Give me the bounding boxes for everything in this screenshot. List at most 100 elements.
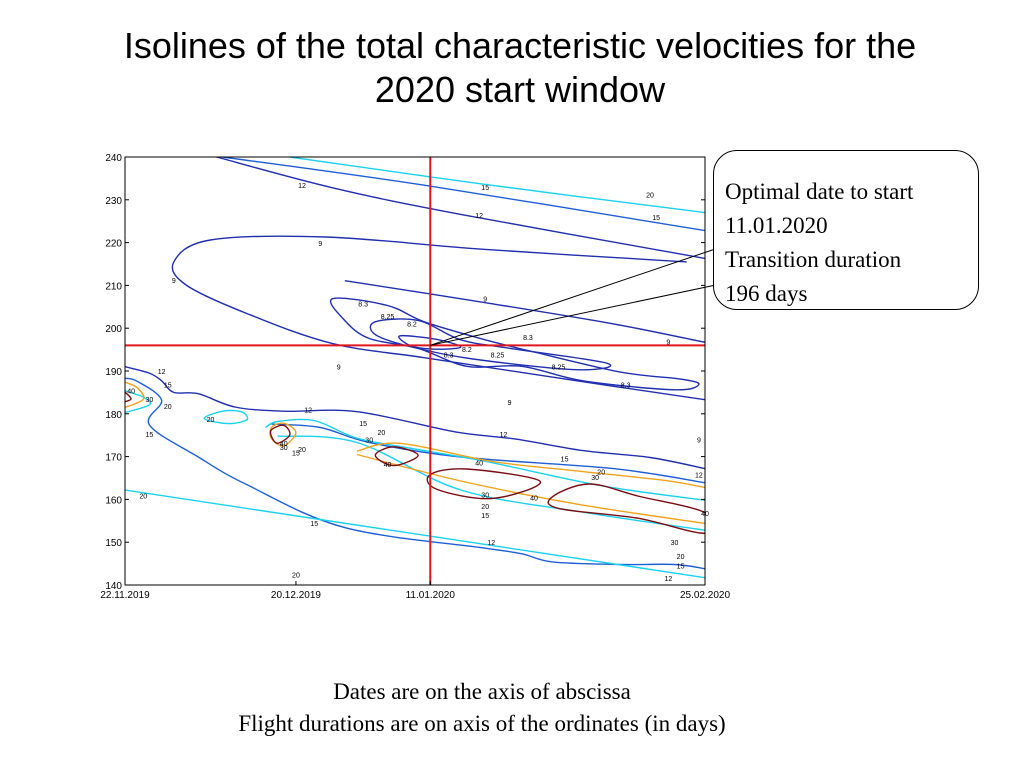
- y-tick-label: 150: [105, 538, 122, 549]
- callout-leader-layer: [430, 243, 731, 346]
- y-tick-label: 180: [105, 410, 122, 421]
- y-tick-label: 220: [105, 239, 122, 250]
- callout-line-3: Transition duration: [725, 247, 902, 272]
- contour-level-label: 20: [298, 447, 306, 454]
- contour-level-label: 12: [158, 369, 166, 376]
- callout-leader-line: [430, 243, 731, 346]
- contour-level-label: 20: [646, 193, 654, 200]
- contour-line-15: [125, 377, 705, 570]
- contour-level-label: 8.3: [358, 301, 368, 308]
- contour-level-label: 12: [298, 183, 306, 190]
- contour-line-8-3: [329, 297, 700, 391]
- title-line-1: Isolines of the total characteristic vel…: [123, 25, 917, 66]
- contour-line-12: [125, 366, 705, 470]
- contour-level-label: 9: [483, 297, 487, 304]
- contour-line-20: [203, 409, 249, 425]
- contour-level-label: 8.25: [381, 314, 395, 321]
- x-tick-label: 22.11.2019: [100, 590, 150, 601]
- axes-layer: 140 150 160 170 180 190 200 210 220 230 240 22.11.2…: [100, 153, 730, 601]
- contour-level-label: 40: [530, 496, 538, 503]
- contour-line-40: [547, 483, 705, 534]
- contour-level-label: 30: [280, 445, 288, 452]
- contour-level-label: 15: [146, 432, 154, 439]
- contour-line-12: [216, 157, 705, 260]
- contour-level-label: 20: [378, 430, 386, 437]
- contour-level-label: 12: [487, 540, 495, 547]
- contour-level-label: 12: [695, 473, 703, 480]
- y-tick-label: 160: [105, 495, 122, 506]
- callout-leader-line: [430, 281, 731, 346]
- y-tick-label: 200: [105, 324, 122, 335]
- contour-level-label: 8.2: [462, 347, 472, 354]
- contour-level-label: 40: [384, 462, 392, 469]
- callout-line-2: 11.01.2020: [725, 213, 828, 238]
- contour-line-30: [356, 442, 705, 489]
- contour-level-label: 8.25: [552, 365, 566, 372]
- contour-level-label: 9: [318, 241, 322, 248]
- caption-line-1: Dates are on the axis of abscissa: [333, 679, 631, 704]
- contour-level-label: 40: [127, 388, 135, 395]
- contour-level-label: 8.2: [407, 321, 417, 328]
- contour-level-label: 15: [359, 421, 367, 428]
- x-tick-label: 25.02.2020: [680, 590, 730, 601]
- contour-line-9: [171, 235, 705, 401]
- x-tick-label: 11.01.2020: [406, 590, 456, 601]
- contour-line-20: [125, 489, 705, 579]
- contour-level-label: 15: [561, 456, 569, 463]
- slide-title: Isolines of the total characteristic vel…: [40, 24, 1000, 112]
- contour-line-30: [125, 381, 145, 409]
- contour-line-15: [271, 423, 705, 484]
- contour-line-15: [222, 157, 705, 232]
- title-line-2: 2020 start window: [374, 69, 666, 110]
- contour-level-label: 8.3: [621, 383, 631, 390]
- contour-level-label: 30: [146, 397, 154, 404]
- y-tick-label: 190: [105, 367, 122, 378]
- y-tick-label: 170: [105, 453, 122, 464]
- contour-level-label: 15: [481, 185, 489, 192]
- contour-level-label: 9: [666, 339, 670, 346]
- contour-level-label: 15: [481, 513, 489, 520]
- optimum-marker-layer: [125, 157, 705, 585]
- y-tick-label: 230: [105, 196, 122, 207]
- contour-level-label: 30: [591, 475, 599, 482]
- contour-level-label: 40: [475, 461, 483, 468]
- contour-line-40: [374, 446, 419, 467]
- contour-line-30: [269, 422, 297, 447]
- contour-level-label: 20: [164, 404, 172, 411]
- contour-level-label: 30: [365, 437, 373, 444]
- y-tick-label: 140: [105, 581, 122, 592]
- contour-line-8-25: [369, 318, 612, 371]
- y-tick-label: 210: [105, 281, 122, 292]
- contour-line-20: [289, 157, 705, 214]
- contour-line-20: [125, 390, 152, 414]
- contour-level-label: 20: [597, 470, 605, 477]
- callout-line-4: 196 days: [725, 281, 808, 306]
- contour-level-label: 9: [337, 365, 341, 372]
- y-tick-label: 240: [105, 153, 122, 164]
- contour-level-label: 15: [292, 450, 300, 457]
- callout-line-1: Optimal date to start: [725, 179, 914, 204]
- contour-layer: [125, 157, 705, 579]
- contour-level-label: 20: [292, 572, 300, 579]
- contour-line-20: [277, 435, 705, 531]
- slide-caption: Dates are on the axis of abscissa Flight…: [0, 676, 964, 740]
- contour-level-label: 12: [475, 213, 483, 220]
- contour-level-label: 30: [671, 540, 679, 547]
- contour-level-label: 15: [652, 215, 660, 222]
- caption-line-2: Flight durations are on axis of the ordi…: [238, 711, 726, 736]
- contour-line-40: [269, 424, 291, 444]
- contour-level-label: 15: [677, 564, 685, 571]
- contour-level-label: 12: [304, 408, 312, 415]
- contour-level-label: 40: [280, 441, 288, 448]
- contour-level-label: 20: [677, 554, 685, 561]
- contour-level-label: 20: [207, 417, 215, 424]
- contour-level-label: 20: [481, 504, 489, 511]
- contour-level-label: 12: [664, 576, 672, 583]
- contour-level-label: 15: [164, 383, 172, 390]
- contour-level-label: 30: [481, 493, 489, 500]
- contour-level-label: 8.3: [444, 353, 454, 360]
- contour-level-label: 9: [697, 437, 701, 444]
